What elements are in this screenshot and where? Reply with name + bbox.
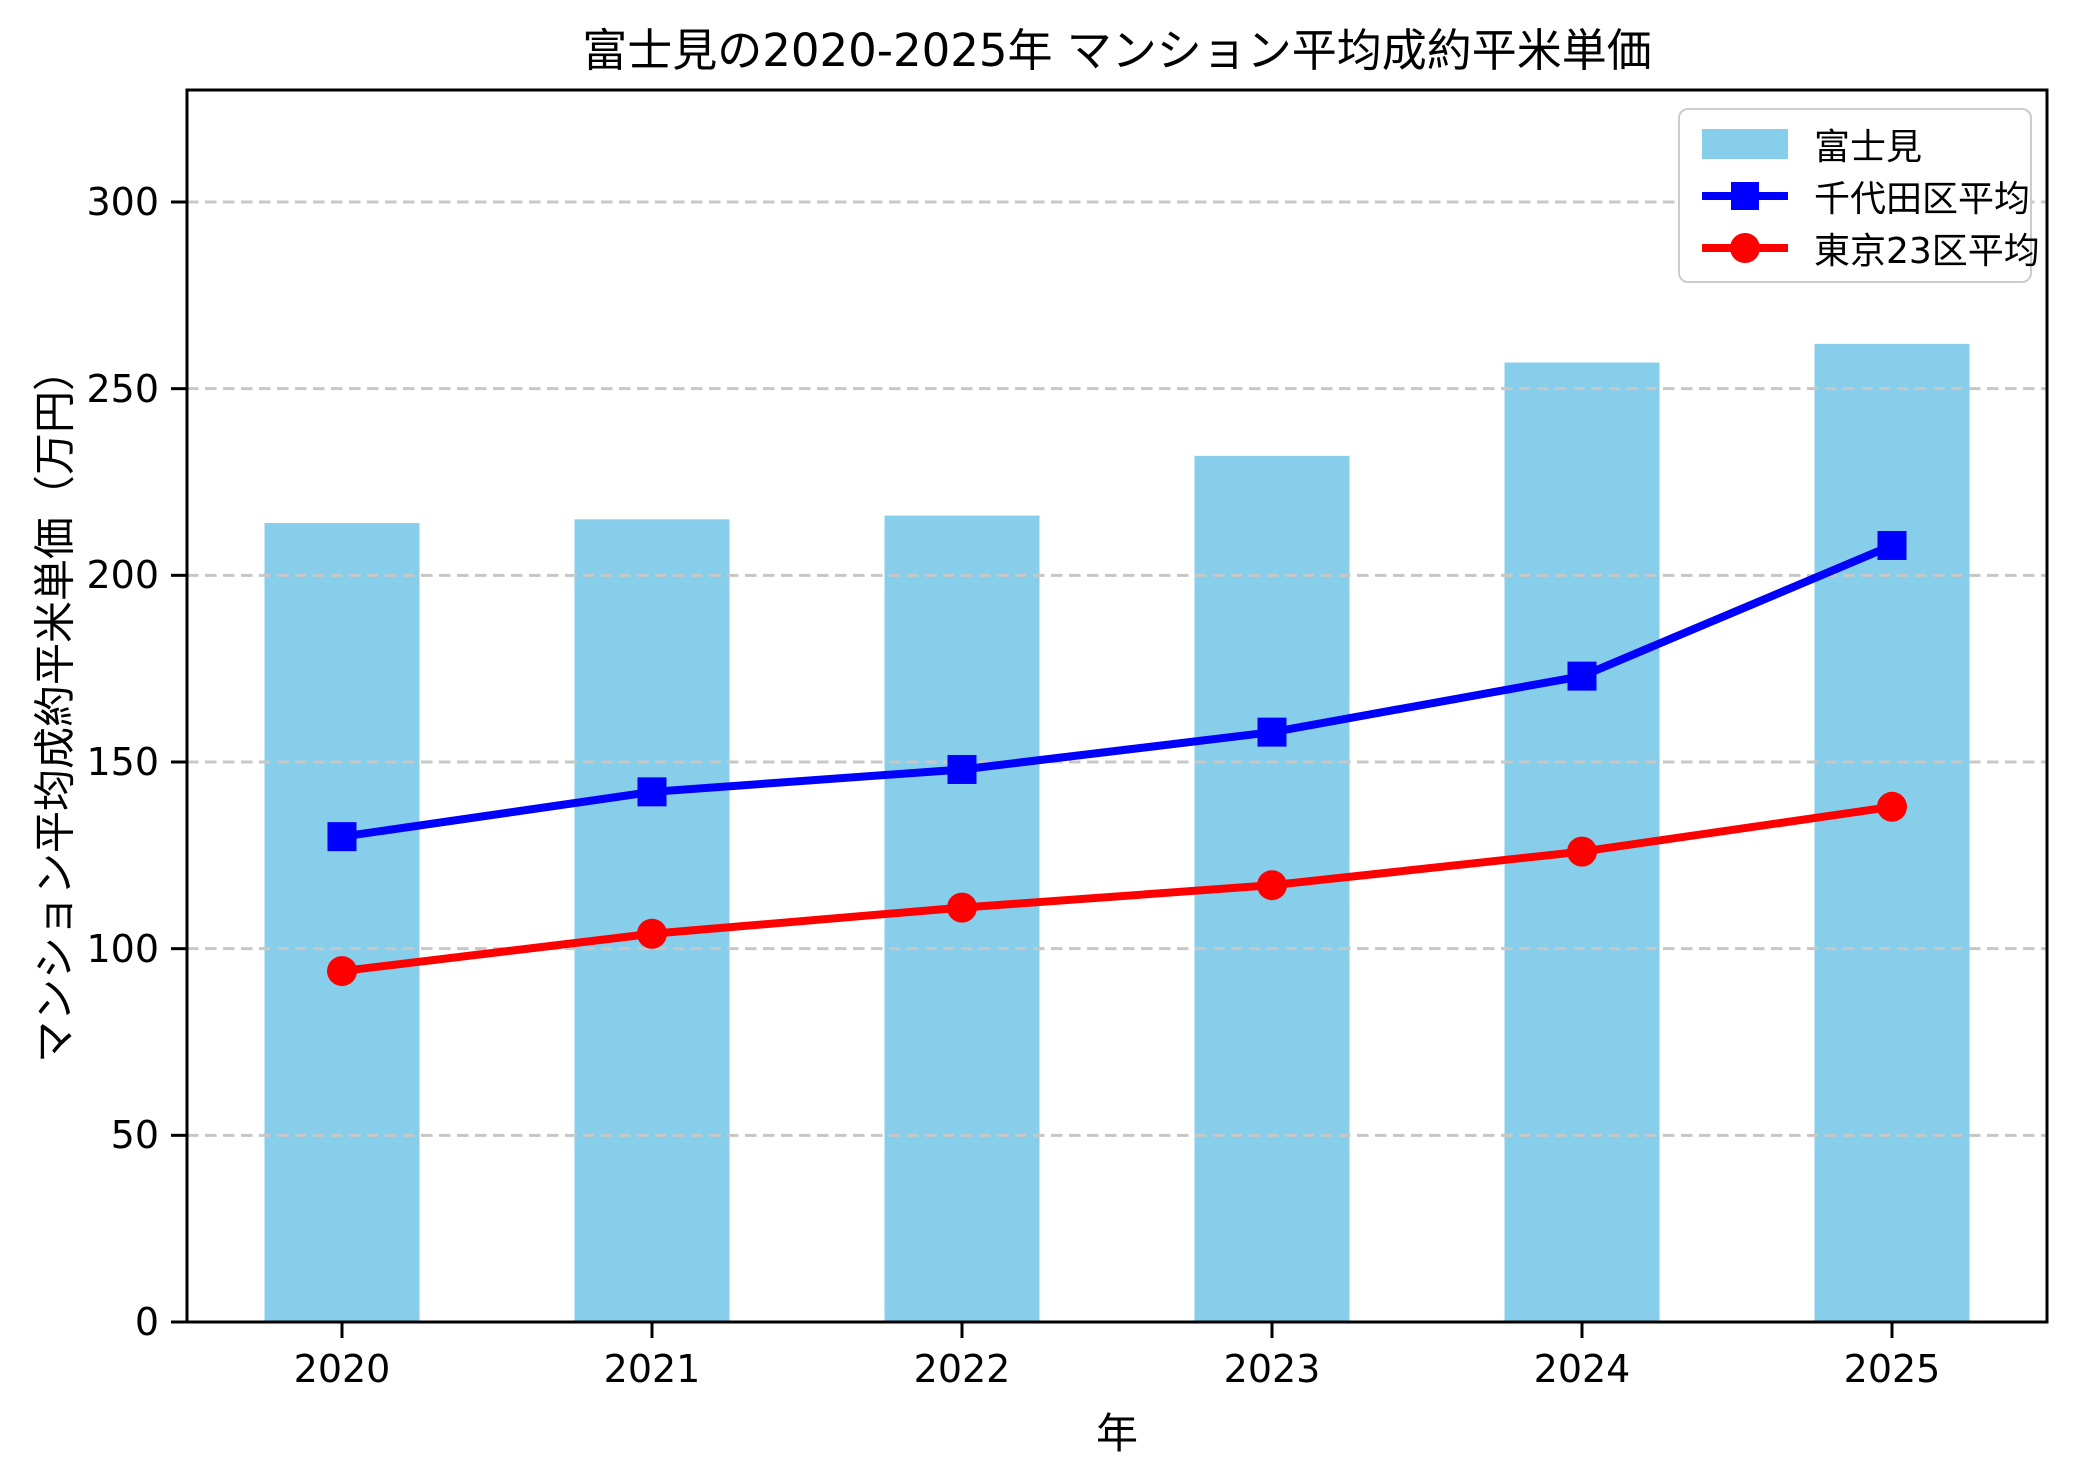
legend: 富士見 千代田区平均 東京23区平均 [1678,108,2040,283]
marker-circle-東京23区平均-2023 [1257,870,1287,901]
marker-circle-東京23区平均-2024 [1567,836,1597,867]
marker-square-千代田区平均-2023 [1257,717,1287,747]
legend-item-chiyoda: 千代田区平均 [1702,170,2030,222]
legend-line-circle-swatch [1702,233,1788,263]
marker-circle-東京23区平均-2021 [637,918,667,949]
x-axis-label: 年 [1095,1409,1138,1458]
xtick-label-2025: 2025 [1843,1347,1941,1391]
marker-square-千代田区平均-2020 [327,822,357,852]
legend-item-fujimi: 富士見 [1702,118,2030,170]
ytick-label-300: 300 [86,180,159,224]
ytick-label-200: 200 [86,553,159,598]
legend-label-fujimi: 富士見 [1814,127,1923,168]
xtick-label-2022: 2022 [913,1347,1011,1391]
legend-item-tokyo23: 東京23区平均 [1702,222,2040,274]
bar-富士見-2020 [264,523,420,1322]
ytick-label-50: 50 [110,1113,159,1158]
chart-title: 富士見の2020-2025年 マンション平均成約平米単価 [582,24,1652,77]
marker-square-千代田区平均-2021 [637,777,667,807]
legend-line-square-swatch [1702,182,1788,210]
ytick-label-150: 150 [86,740,159,784]
marker-square-千代田区平均-2024 [1567,661,1597,691]
marker-square-千代田区平均-2022 [947,754,977,784]
xtick-label-2024: 2024 [1533,1347,1631,1391]
xtick-label-2020: 2020 [293,1347,391,1391]
marker-circle-東京23区平均-2020 [327,956,357,987]
marker-circle-東京23区平均-2025 [1877,791,1907,822]
xtick-label-2023: 2023 [1223,1347,1321,1391]
xtick-label-2021: 2021 [603,1347,701,1391]
marker-square-千代田区平均-2025 [1877,530,1907,560]
legend-label-tokyo23: 東京23区平均 [1814,231,2040,272]
ytick-label-0: 0 [134,1300,159,1344]
bar-富士見-2025 [1814,343,1970,1322]
line-東京23区平均 [341,802,1893,976]
legend-label-chiyoda: 千代田区平均 [1814,179,2031,220]
plot-frame [185,88,2049,1324]
plot-area [171,88,2049,1338]
marker-circle-東京23区平均-2022 [947,892,977,923]
legend-bar-swatch [1702,129,1788,159]
line-千代田区平均 [341,541,1894,841]
ytick-label-250: 250 [86,366,159,411]
ytick-label-100: 100 [86,926,159,971]
